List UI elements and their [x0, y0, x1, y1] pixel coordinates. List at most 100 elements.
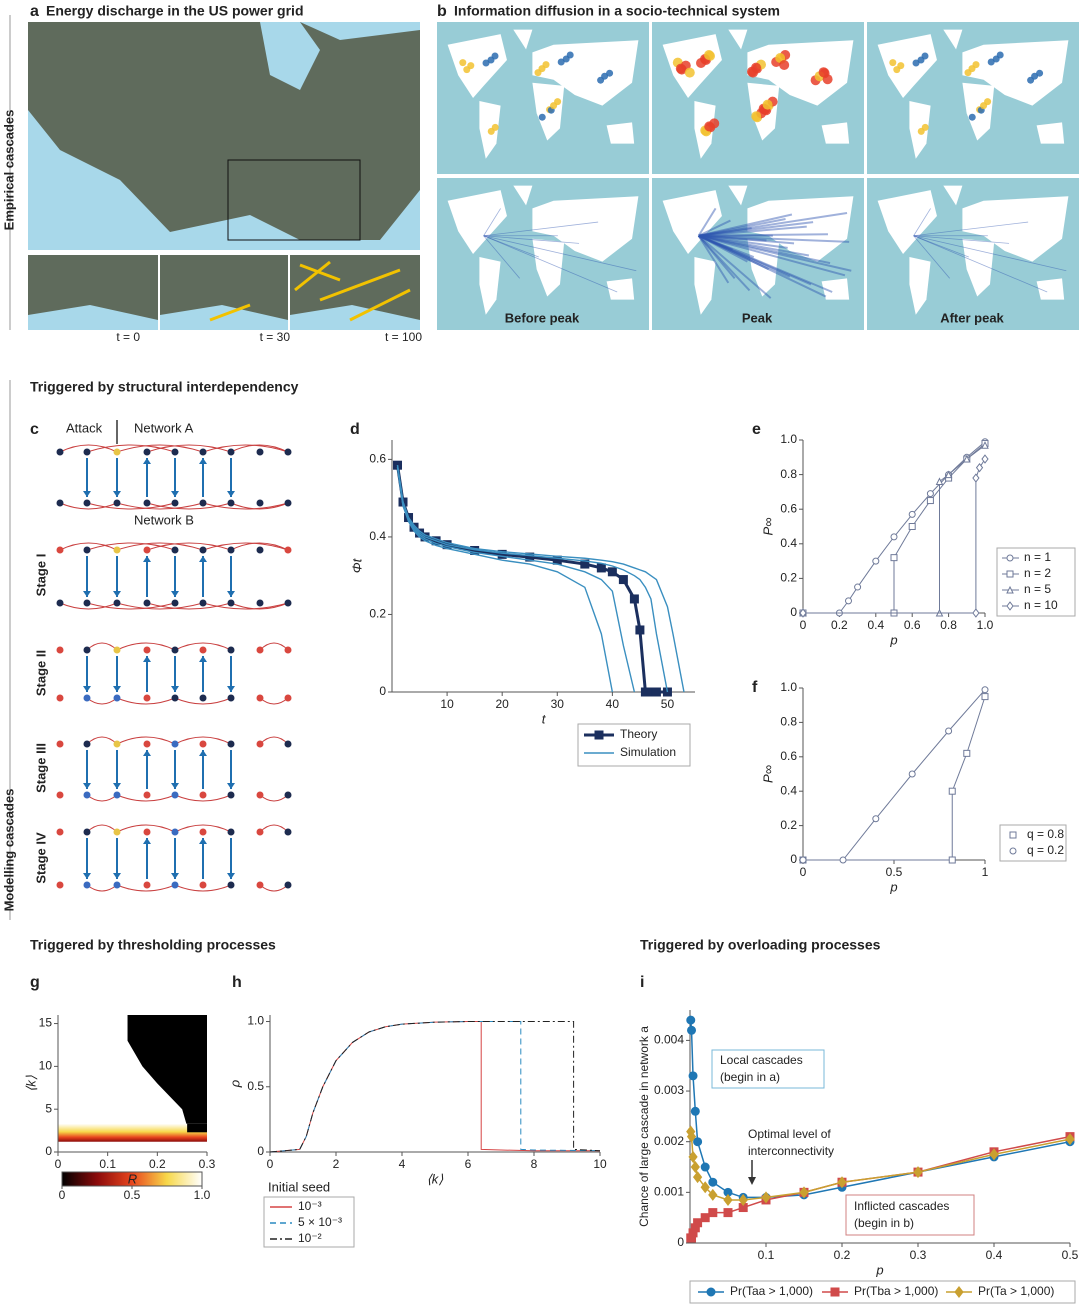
marker — [761, 1191, 771, 1204]
x-tick-label: 0.5 — [1062, 1248, 1079, 1262]
diffusion — [698, 234, 791, 278]
node — [256, 646, 264, 654]
marker — [908, 523, 916, 530]
marker — [629, 594, 639, 604]
link — [59, 444, 118, 453]
annotation: Optimal level of — [748, 1127, 831, 1141]
node — [56, 881, 64, 889]
y-tick-label: 10 — [39, 1059, 53, 1073]
node — [113, 740, 121, 748]
y-tick-label: 1.0 — [247, 1014, 264, 1028]
x-tick-label: 0.8 — [940, 618, 957, 632]
arrowhead — [113, 591, 121, 597]
arrowhead — [171, 591, 179, 597]
x-tick-label: 6 — [465, 1157, 472, 1171]
x-tick-label: 0.5 — [886, 865, 903, 879]
legend-label: Pr(Ta > 1,000) — [978, 1284, 1054, 1298]
colorbar-label: 1.0 — [194, 1188, 211, 1202]
node — [199, 599, 207, 607]
activity — [889, 59, 897, 67]
panel-title: Energy discharge in the US power grid — [46, 3, 304, 19]
y-tick-label: 0 — [257, 1144, 264, 1158]
series-line — [803, 689, 986, 861]
annotation: Network B — [134, 512, 194, 527]
diffusion — [913, 235, 950, 279]
annotation: (begin in b) — [854, 1216, 914, 1230]
marker — [693, 1218, 703, 1228]
node — [199, 791, 207, 799]
node — [83, 791, 91, 799]
series-line — [396, 467, 614, 693]
activity — [601, 72, 609, 80]
x-tick-label: 1 — [982, 865, 989, 879]
arrowhead — [227, 491, 235, 497]
activity — [762, 99, 773, 110]
link — [146, 602, 232, 610]
marker — [686, 1015, 696, 1025]
activity — [482, 59, 490, 67]
node — [83, 599, 91, 607]
column-label: Peak — [742, 310, 773, 325]
link — [259, 794, 289, 802]
node — [113, 791, 121, 799]
node — [171, 791, 179, 799]
legend-label: n = 1 — [1024, 550, 1051, 564]
link — [116, 642, 176, 651]
link — [174, 736, 232, 745]
panel-label: h — [232, 974, 242, 991]
marker — [839, 856, 847, 864]
y-tick-label: 0.6 — [780, 501, 797, 515]
x-tick-label: 0.3 — [910, 1248, 927, 1262]
stage-label: Stage II — [33, 650, 48, 696]
diffusion — [698, 234, 852, 272]
link — [86, 542, 176, 551]
x-tick-label: 0.6 — [904, 618, 921, 632]
legend-label: n = 2 — [1024, 566, 1051, 580]
diffusion — [698, 234, 788, 249]
link — [174, 824, 232, 833]
node — [113, 646, 121, 654]
arrowhead — [199, 750, 207, 756]
activity — [542, 61, 550, 69]
x-tick-label: 0 — [55, 1157, 62, 1171]
node — [143, 694, 151, 702]
node — [256, 694, 264, 702]
activity — [538, 113, 546, 121]
legend-title: Initial seed — [268, 1179, 330, 1194]
diffusion — [698, 219, 731, 237]
node — [143, 791, 151, 799]
annotation: interconnectivity — [748, 1144, 834, 1158]
node — [113, 599, 121, 607]
marker — [497, 549, 507, 559]
node — [199, 546, 207, 554]
marker — [738, 1193, 748, 1206]
node — [83, 646, 91, 654]
x-axis-label: R — [128, 1171, 137, 1186]
activity — [968, 113, 976, 121]
marker — [693, 1137, 703, 1147]
arrowhead — [83, 686, 91, 692]
node — [171, 646, 179, 654]
diffusion — [698, 234, 833, 293]
marker — [935, 477, 944, 486]
x-tick-label: 10 — [440, 697, 454, 711]
x-tick-label: 0.2 — [831, 618, 848, 632]
activity — [675, 63, 686, 74]
node — [284, 694, 292, 702]
node — [227, 599, 235, 607]
diffusion — [698, 233, 828, 237]
legend-box — [999, 824, 1067, 862]
activity — [554, 98, 562, 106]
link — [230, 444, 289, 453]
node — [199, 828, 207, 836]
marker — [708, 1177, 718, 1187]
x-tick-label: 40 — [606, 697, 620, 711]
y-tick-label: 0.002 — [654, 1134, 684, 1148]
annotation: Local cascades — [720, 1053, 803, 1067]
stage-label: Stage IV — [33, 832, 48, 884]
node — [143, 646, 151, 654]
marker — [972, 608, 980, 618]
link — [116, 444, 204, 453]
node — [256, 828, 264, 836]
